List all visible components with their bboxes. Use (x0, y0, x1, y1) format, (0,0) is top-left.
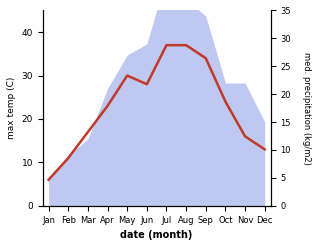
Y-axis label: med. precipitation (kg/m2): med. precipitation (kg/m2) (302, 52, 311, 165)
Y-axis label: max temp (C): max temp (C) (7, 77, 16, 139)
X-axis label: date (month): date (month) (121, 230, 193, 240)
